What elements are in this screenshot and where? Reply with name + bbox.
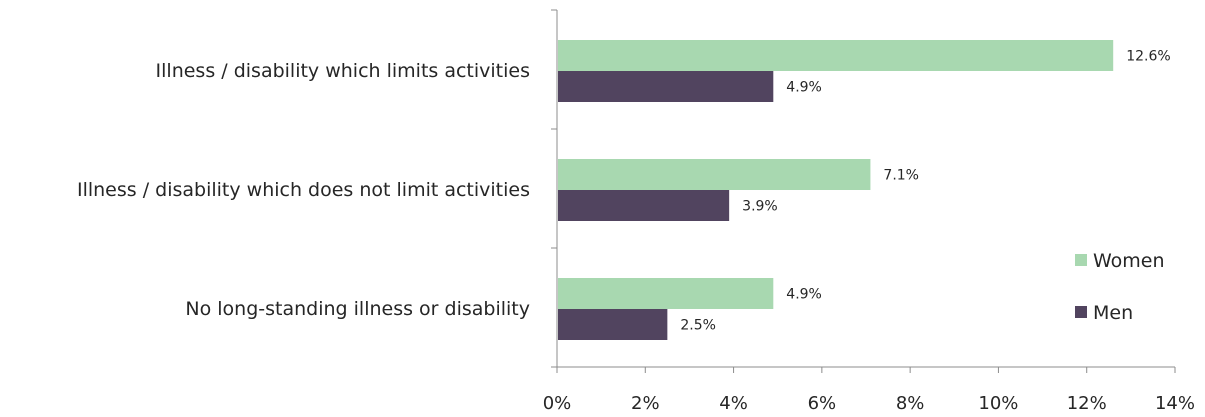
bar-men-0	[558, 71, 774, 102]
bar-men-2	[558, 309, 668, 340]
data-label-women-0: 12.6%	[1126, 49, 1170, 65]
category-label-2: No long-standing illness or disability	[185, 298, 530, 320]
data-label-women-2: 4.9%	[786, 287, 822, 303]
data-label-men-1: 3.9%	[742, 199, 778, 215]
legend-label-women: Women	[1093, 250, 1165, 272]
data-label-women-1: 7.1%	[883, 168, 919, 184]
x-tick-label-3: 6%	[808, 393, 837, 414]
x-tick-label-5: 10%	[978, 393, 1018, 414]
labels-group: 12.6% 4.9% Illness / disability which limi…	[77, 49, 1195, 415]
x-tick-label-7: 14%	[1155, 393, 1195, 414]
x-tick-label-0: 0%	[543, 393, 572, 414]
bar-women-0	[558, 40, 1114, 71]
bars-group	[558, 40, 1114, 340]
x-tick-label-2: 4%	[719, 393, 748, 414]
data-label-men-2: 2.5%	[680, 318, 716, 334]
legend-label-men: Men	[1093, 302, 1133, 324]
axes-group	[551, 9, 1176, 373]
x-tick-label-6: 12%	[1067, 393, 1107, 414]
x-tick-label-4: 8%	[896, 393, 925, 414]
legend: Women Men	[1075, 250, 1165, 324]
bar-men-1	[558, 190, 730, 221]
x-tick-label-1: 2%	[631, 393, 660, 414]
category-label-0: Illness / disability which limits activi…	[156, 60, 530, 82]
bar-women-2	[558, 278, 774, 309]
bar-women-1	[558, 159, 871, 190]
data-label-men-0: 4.9%	[786, 80, 822, 96]
legend-swatch-women	[1075, 254, 1087, 266]
legend-swatch-men	[1075, 306, 1087, 318]
category-label-1: Illness / disability which does not limi…	[77, 179, 530, 201]
